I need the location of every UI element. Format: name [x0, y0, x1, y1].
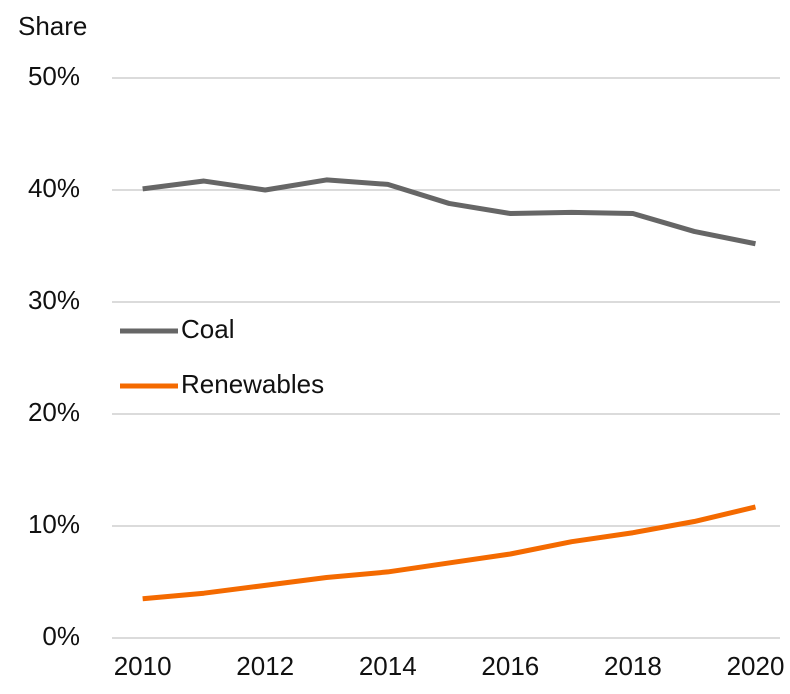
y-tick-label: 40% — [28, 173, 80, 203]
x-tick-label: 2020 — [727, 651, 785, 681]
y-tick-label: 0% — [42, 621, 80, 651]
y-axis-label: Share — [18, 11, 87, 41]
legend-label: Renewables — [181, 369, 324, 399]
x-tick-label: 2018 — [604, 651, 662, 681]
series-line — [142, 504, 757, 602]
x-tick-label: 2014 — [359, 651, 417, 681]
y-tick-label: 50% — [28, 61, 80, 91]
legend-label: Coal — [181, 314, 234, 344]
x-tick-label: 2012 — [236, 651, 294, 681]
x-tick-label: 2010 — [114, 651, 172, 681]
series-line — [142, 177, 756, 247]
y-tick-label: 20% — [28, 397, 80, 427]
y-tick-label: 10% — [28, 509, 80, 539]
y-tick-label: 30% — [28, 285, 80, 315]
x-tick-label: 2016 — [481, 651, 539, 681]
